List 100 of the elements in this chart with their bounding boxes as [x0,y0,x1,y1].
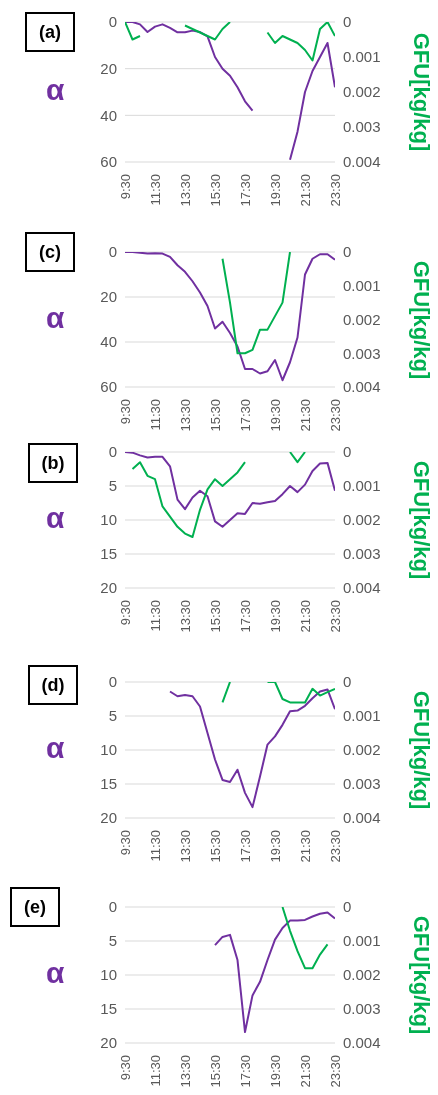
y-axis-title: α [46,72,65,108]
x-tick-label: 21:30 [297,1055,313,1088]
x-tick-label: 17:30 [237,830,253,863]
y-tick-label: 0 [108,443,117,461]
line-series [214,911,335,1034]
x-tick-label: 9:30 [117,600,133,626]
x-tick-label: 11:30 [147,174,163,206]
y-tick-label: 40 [100,333,117,351]
y-tick-label: 10 [100,511,117,529]
y2-axis-title: GFU[kg/kg] [408,690,434,810]
x-tick-label: 23:30 [327,600,343,633]
x-tick-label: 13:30 [177,600,193,633]
y2-tick-label: 0 [343,243,352,261]
line-series [125,252,335,382]
y2-tick-label: 0.001 [343,277,381,295]
y2-tick-label: 0.002 [343,511,381,529]
y2-tick-label: 0.003 [343,118,381,136]
x-tick-label: 19:30 [267,830,283,863]
y-axis-title: α [46,500,65,536]
y-tick-label: 15 [100,775,117,793]
x-tick-label: 21:30 [297,174,313,207]
x-tick-label: 21:30 [297,600,313,633]
y2-tick-label: 0.002 [343,310,381,328]
line-series [221,252,291,355]
y-tick-label: 5 [108,477,117,495]
y2-tick-label: 0.003 [343,775,381,793]
y-tick-label: 0 [108,243,117,261]
x-tick-label: 23:30 [327,1055,343,1088]
x-tick-label: 9:30 [117,830,133,856]
y2-axis-title: GFU[kg/kg] [408,460,434,580]
y2-tick-label: 0.002 [343,83,381,101]
x-tick-label: 11:30 [147,600,163,632]
x-tick-label: 15:30 [207,174,223,207]
y2-tick-label: 0.001 [343,48,381,66]
x-tick-label: 19:30 [267,1055,283,1088]
x-tick-label: 11:30 [147,1055,163,1087]
x-tick-label: 21:30 [297,399,313,432]
x-tick-label: 23:30 [327,174,343,207]
x-tick-label: 19:30 [267,174,283,207]
y-axis-title: α [46,955,65,991]
x-tick-label: 17:30 [237,399,253,432]
x-tick-label: 17:30 [237,600,253,633]
y-tick-label: 20 [100,809,117,827]
y-tick-label: 60 [100,153,117,171]
y-tick-label: 20 [100,579,117,597]
y-tick-label: 40 [100,106,117,124]
x-tick-label: 23:30 [327,399,343,432]
y-tick-label: 20 [100,1034,117,1052]
x-tick-label: 15:30 [207,830,223,863]
y2-tick-label: 0.003 [343,545,381,563]
y2-tick-label: 0.001 [343,707,381,725]
y-tick-label: 0 [108,13,117,31]
y-tick-label: 20 [100,59,117,77]
x-tick-label: 11:30 [147,399,163,431]
x-tick-label: 9:30 [117,174,133,200]
y2-tick-label: 0 [343,13,352,31]
x-tick-label: 15:30 [207,399,223,432]
chart-title: (b) [28,443,78,483]
x-tick-label: 17:30 [237,1055,253,1088]
x-tick-label: 9:30 [117,1055,133,1081]
x-tick-label: 11:30 [147,830,163,862]
x-tick-label: 13:30 [177,1055,193,1088]
y2-tick-label: 0 [343,673,352,691]
y-tick-label: 0 [108,898,117,916]
x-tick-label: 13:30 [177,174,193,207]
y2-tick-label: 0.002 [343,741,381,759]
y-axis-title: α [46,730,65,766]
line-series [169,688,335,809]
y2-tick-label: 0.002 [343,966,381,984]
x-tick-label: 23:30 [327,830,343,863]
y2-tick-label: 0.001 [343,477,381,495]
line-series [125,452,335,528]
y-tick-label: 60 [100,378,117,396]
y2-axis-title: GFU[kg/kg] [408,32,434,152]
y2-tick-label: 0 [343,898,352,916]
line-series [281,907,329,970]
y2-tick-label: 0 [343,443,352,461]
y2-tick-label: 0.004 [343,378,381,396]
chart-title: (d) [28,665,78,705]
y-axis-title: α [46,299,65,336]
y2-tick-label: 0.001 [343,932,381,950]
y-tick-label: 0 [108,673,117,691]
x-tick-label: 21:30 [297,830,313,863]
y2-axis-title: GFU[kg/kg] [408,915,434,1035]
y-tick-label: 10 [100,741,117,759]
y2-tick-label: 0.003 [343,344,381,362]
y-tick-label: 15 [100,1000,117,1018]
x-tick-label: 15:30 [207,600,223,633]
y-tick-label: 5 [108,932,117,950]
chart-title: (e) [10,887,60,927]
x-tick-label: 13:30 [177,830,193,863]
x-tick-label: 19:30 [267,399,283,432]
y2-tick-label: 0.004 [343,809,381,827]
y-tick-label: 15 [100,545,117,563]
y2-tick-label: 0.004 [343,153,381,171]
y-tick-label: 5 [108,707,117,725]
y2-tick-label: 0.004 [343,1034,381,1052]
y2-tick-label: 0.004 [343,579,381,597]
x-tick-label: 9:30 [117,399,133,425]
y-tick-label: 20 [100,288,117,306]
